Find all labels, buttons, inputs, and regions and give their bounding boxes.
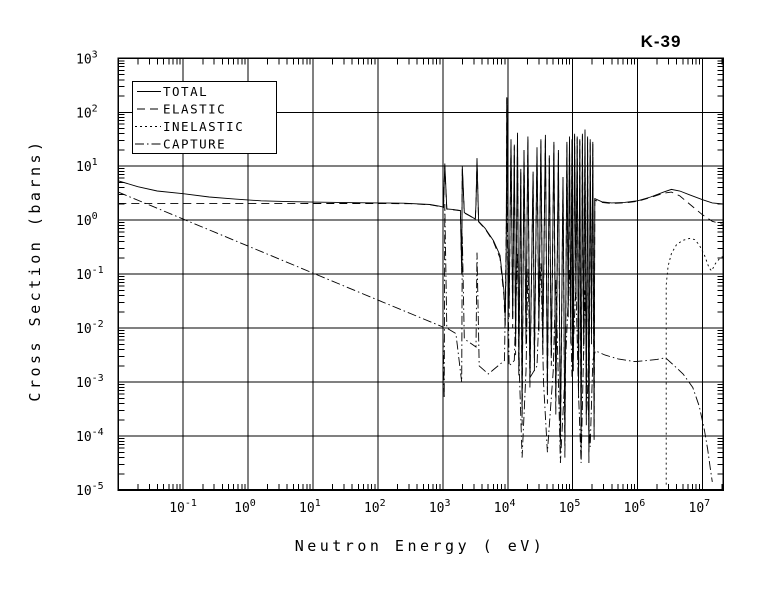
legend-box	[131, 80, 278, 155]
x-tick-label: 10-1	[169, 498, 197, 516]
legend: TOTAL ELASTIC INELASTIC CAPTURE	[131, 80, 278, 155]
capture-line	[118, 191, 713, 482]
y-axis-label: Cross Section (barns)	[26, 138, 44, 401]
legend-label-total: TOTAL	[163, 84, 208, 99]
y-tick-label: 10-4	[76, 427, 104, 445]
x-tick-label: 103	[429, 498, 451, 516]
y-tick-label: 10-3	[76, 373, 104, 391]
x-tick-label: 100	[234, 498, 256, 516]
y-tick-label: 102	[76, 103, 98, 121]
y-tick-labels: 103 102 101 100 10-1 10-2 10-3 10-4 10-5	[76, 49, 104, 499]
y-tick-label: 10-2	[76, 319, 104, 337]
x-tick-label: 106	[624, 498, 646, 516]
legend-label-inelastic: INELASTIC	[163, 119, 244, 134]
y-tick-label: 10-5	[76, 481, 104, 499]
axis-ticks	[118, 58, 724, 490]
inelastic-line	[665, 238, 724, 485]
legend-label-elastic: ELASTIC	[163, 102, 226, 117]
x-tick-label: 102	[364, 498, 386, 516]
y-tick-label: 103	[76, 49, 98, 67]
x-tick-labels: 10-1 100 101 102 103 104 105 106 107	[169, 498, 710, 516]
curves	[118, 97, 724, 485]
x-tick-label: 101	[299, 498, 321, 516]
legend-label-capture: CAPTURE	[163, 137, 226, 152]
legend-item-elastic: ELASTIC	[137, 102, 226, 117]
x-tick-label: 107	[689, 498, 711, 516]
x-axis-label: Neutron Energy ( eV)	[295, 537, 546, 555]
chart-title: K-39	[641, 32, 682, 51]
elastic-line	[118, 98, 724, 464]
x-tick-label: 105	[559, 498, 581, 516]
x-tick-label: 104	[494, 498, 516, 516]
y-tick-label: 100	[76, 211, 98, 229]
legend-item-total: TOTAL	[137, 84, 208, 99]
legend-item-capture: CAPTURE	[135, 137, 226, 152]
y-tick-label: 10-1	[76, 265, 104, 283]
legend-item-inelastic: INELASTIC	[135, 119, 244, 134]
y-tick-label: 101	[76, 157, 98, 175]
